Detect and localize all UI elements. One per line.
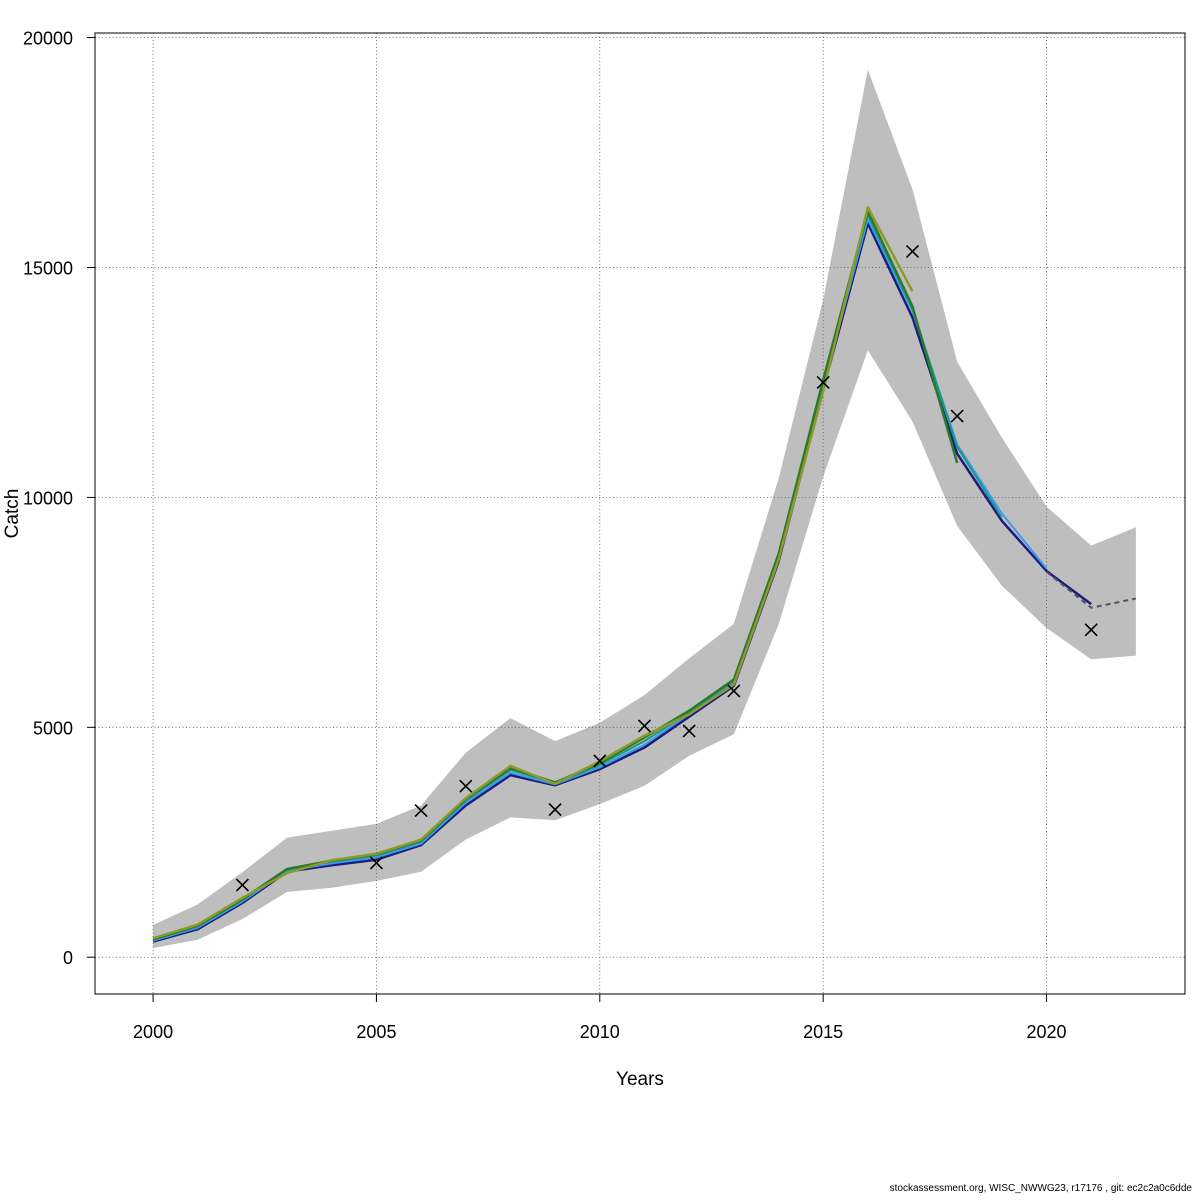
series-line-5 <box>152 206 914 940</box>
confidence-band <box>153 69 1136 949</box>
grid-layer <box>95 33 1185 994</box>
observation-point <box>682 724 696 738</box>
y-tick-label: 5000 <box>33 718 73 738</box>
observation-point <box>816 375 830 390</box>
observation-point <box>369 856 383 870</box>
series-line-6 <box>1045 571 1137 609</box>
observation-point <box>950 409 964 423</box>
observation-point <box>905 244 920 258</box>
observation-point <box>593 754 607 768</box>
observations-layer <box>235 244 1098 892</box>
y-tick-label: 15000 <box>23 259 73 279</box>
x-tick-label: 2005 <box>356 1022 396 1042</box>
series-layer <box>152 206 1137 943</box>
observation-point <box>1084 623 1098 637</box>
x-tick-label: 2015 <box>803 1022 843 1042</box>
y-axis-title: Catch <box>2 489 23 539</box>
y-tick-label: 20000 <box>23 29 73 49</box>
footer-credit: stockassessment.org, WISC_NWWG23, r17176… <box>889 1183 1192 1194</box>
y-tick-label: 0 <box>63 948 73 968</box>
observation-point <box>414 803 428 818</box>
observation-point <box>727 684 741 698</box>
x-axis-title: Years <box>616 1069 664 1090</box>
observation-point <box>235 878 249 892</box>
observation-point <box>459 779 473 793</box>
plot-frame <box>94 32 1186 995</box>
axis-layer: 2000 2005 2010 2015 2020 0 5000 10000 15000 20000 <box>23 29 1067 1042</box>
x-tick-label: 2000 <box>133 1022 173 1042</box>
x-tick-label: 2020 <box>1026 1022 1066 1042</box>
x-tick-label: 2010 <box>580 1022 620 1042</box>
y-tick-label: 10000 <box>23 488 73 508</box>
confidence-band-layer <box>153 69 1136 949</box>
observation-point <box>548 803 562 817</box>
observation-point <box>637 719 652 733</box>
